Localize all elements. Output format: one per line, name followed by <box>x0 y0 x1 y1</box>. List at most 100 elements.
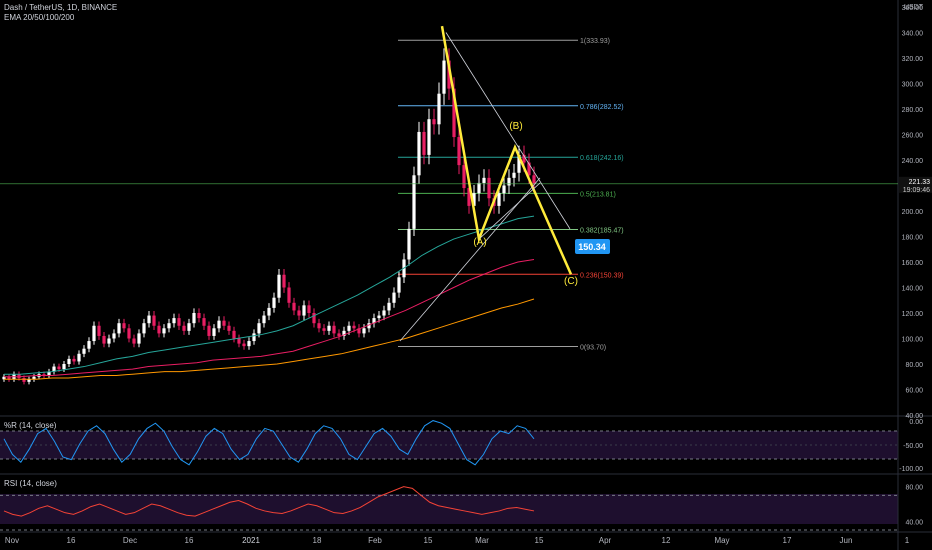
price-tick-label: 120.00 <box>902 311 924 318</box>
candle-body <box>427 119 431 155</box>
ema-line <box>4 258 535 378</box>
rsi-tick-label: 40.00 <box>905 519 923 526</box>
candle-body <box>82 348 86 354</box>
candle-body <box>517 154 521 173</box>
candle-body <box>277 274 281 298</box>
candle-body <box>17 374 21 379</box>
candle-body <box>127 328 131 339</box>
candle-body <box>457 137 461 166</box>
candle-body <box>252 333 256 342</box>
candle-body <box>167 323 171 329</box>
candle-body <box>367 323 371 329</box>
candle-body <box>217 320 221 329</box>
candle-body <box>42 374 46 376</box>
price-tick-label: 200.00 <box>902 209 924 216</box>
candle-body <box>497 193 501 206</box>
time-tick-label: Jun <box>840 536 853 545</box>
candle-body <box>432 119 436 125</box>
price-tick-label: 60.00 <box>905 388 923 395</box>
candle-body <box>67 358 71 364</box>
fib-level-label: 0.618(242.16) <box>580 155 624 162</box>
candle-body <box>112 333 116 339</box>
time-tick-label: Apr <box>599 536 612 545</box>
candle-body <box>512 172 516 178</box>
candle-body <box>7 376 11 380</box>
time-tick-label: 18 <box>313 536 322 545</box>
wr-pane-band <box>0 431 898 459</box>
price-tick-label: 140.00 <box>902 286 924 293</box>
candle-body <box>262 315 266 324</box>
candle-body <box>507 177 511 186</box>
candle-body <box>472 193 476 206</box>
candle-body <box>237 338 241 344</box>
candle-body <box>92 325 96 342</box>
candle-body <box>282 274 286 288</box>
candle-body <box>502 185 506 194</box>
price-tick-label: 300.00 <box>902 82 924 89</box>
candle-body <box>397 277 401 293</box>
candle-body <box>137 333 141 344</box>
candle-body <box>422 131 426 155</box>
price-tick-label: 180.00 <box>902 235 924 242</box>
time-tick-label: 17 <box>783 536 792 545</box>
current-price-value: 221.33 <box>909 179 931 186</box>
candle-body <box>312 313 316 324</box>
price-tick-label: 340.00 <box>902 31 924 38</box>
candle-body <box>482 177 486 183</box>
candle-body <box>317 323 321 329</box>
candle-body <box>57 366 61 370</box>
candle-body <box>162 328 166 334</box>
candle-body <box>257 323 261 334</box>
candle-body <box>87 341 91 349</box>
candle-body <box>207 325 211 336</box>
fib-level-label: 0.382(185.47) <box>580 228 624 235</box>
fib-level-label: 0.236(150.39) <box>580 272 624 279</box>
candle-body <box>372 318 376 324</box>
candle-body <box>287 287 291 303</box>
candle-body <box>32 376 36 380</box>
candle-body <box>247 341 251 347</box>
ema-legend: EMA 20/50/100/200 <box>4 13 75 22</box>
candle-body <box>442 60 446 94</box>
candle-body <box>232 330 236 339</box>
candle-body <box>362 328 366 334</box>
candle-body <box>172 318 176 324</box>
candle-body <box>292 302 296 311</box>
rsi-pane-label: RSI (14, close) <box>4 479 57 488</box>
candle-body <box>72 358 76 362</box>
candle-body <box>157 325 161 334</box>
time-tick-label: 2021 <box>242 536 260 545</box>
time-tick-label: 16 <box>67 536 76 545</box>
candle-body <box>522 154 526 163</box>
price-tick-label: 240.00 <box>902 158 924 165</box>
candle-body <box>332 325 336 334</box>
ema-line <box>4 215 535 375</box>
fib-level-label: 0(93.70) <box>580 345 606 352</box>
time-tick-label: 15 <box>424 536 433 545</box>
candle-body <box>177 318 181 326</box>
wr-tick-label: -100.00 <box>899 466 923 473</box>
candle-body <box>392 292 396 303</box>
wr-tick-label: -50.00 <box>903 443 923 450</box>
candle-body <box>107 338 111 344</box>
candle-body <box>377 315 381 319</box>
time-tick-label: Feb <box>368 536 382 545</box>
candle-body <box>347 325 351 331</box>
rsi-pane-band <box>0 494 898 524</box>
price-tick-label: 320.00 <box>902 56 924 63</box>
wr-pane-label: %R (14, close) <box>4 421 57 430</box>
candle-body <box>47 371 51 376</box>
candle-body <box>412 175 416 229</box>
candle-body <box>407 228 411 260</box>
price-tick-label: 160.00 <box>902 260 924 267</box>
target-price-tag <box>575 239 610 254</box>
candle-body <box>117 323 121 334</box>
candle-body <box>267 307 271 316</box>
wr-top-tick-label: 0.00 <box>909 419 923 426</box>
price-countdown: 19:09:46 <box>903 187 930 194</box>
wr-line <box>3 420 535 466</box>
candle-body <box>97 325 101 336</box>
trend-line <box>399 177 541 342</box>
